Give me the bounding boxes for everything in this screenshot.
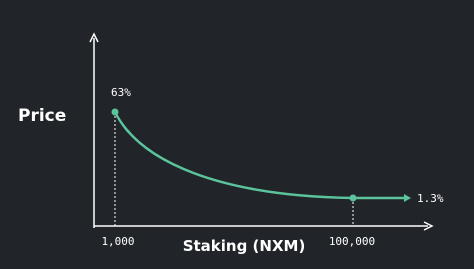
- price-curve: [113, 111, 408, 200]
- curve-point: [111, 108, 119, 116]
- point-value-label: 63%: [111, 86, 131, 99]
- curve-point: [349, 194, 357, 202]
- x-point-label: 100,000: [329, 235, 375, 248]
- x-point-label: 1,000: [101, 235, 134, 248]
- y-axis-arrow: [89, 32, 99, 43]
- x-axis-arrow: [423, 221, 434, 231]
- point-value-label: 1.3%: [417, 192, 444, 205]
- x-axis-label: Staking (NXM): [183, 237, 306, 255]
- y-axis-label: Price: [18, 106, 66, 126]
- curve-arrow: [404, 194, 411, 202]
